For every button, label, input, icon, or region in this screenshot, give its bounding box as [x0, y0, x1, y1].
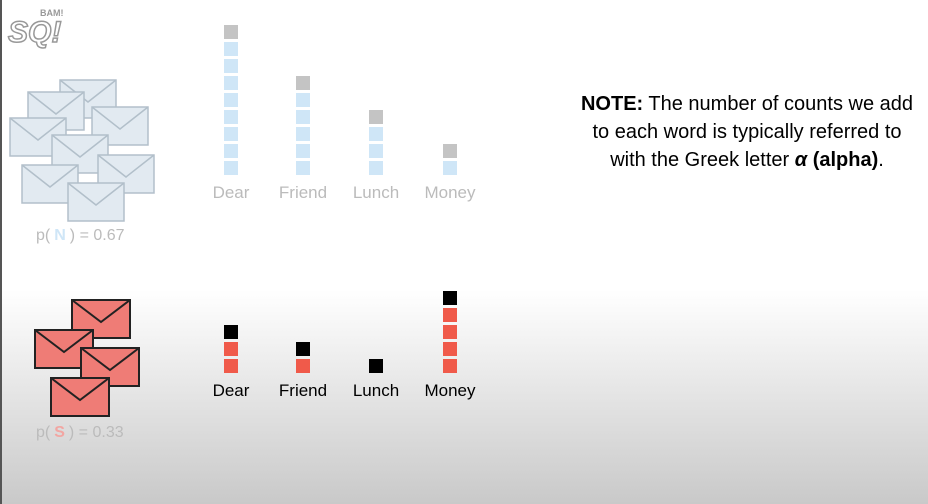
count-square	[369, 144, 383, 158]
count-square	[224, 161, 238, 175]
alpha-square	[369, 110, 383, 124]
count-square	[296, 359, 310, 373]
count-square	[224, 59, 238, 73]
note-text: The number of counts we add to each word…	[592, 93, 914, 171]
word-label: Friend	[279, 183, 327, 202]
word-label: Money	[424, 183, 476, 202]
word-label: Dear	[213, 381, 250, 400]
count-square	[443, 342, 457, 356]
prior-letter: N	[54, 227, 66, 244]
alpha-square	[443, 144, 457, 158]
note-symbol: α	[794, 149, 808, 171]
spam-envelopes	[34, 299, 140, 417]
alpha-square	[296, 76, 310, 90]
logo-badge: BAM!	[40, 8, 64, 18]
prior-prefix: p(	[36, 227, 51, 244]
count-square	[296, 93, 310, 107]
logo: SQ! BAM!	[7, 8, 64, 50]
count-square	[369, 127, 383, 141]
word-label: Dear	[213, 183, 250, 202]
note-end: .	[878, 149, 884, 171]
note: NOTE: The number of counts we add to eac…	[577, 90, 917, 174]
alpha-square	[296, 342, 310, 356]
note-symbol-name: (alpha)	[812, 149, 879, 171]
count-square	[296, 110, 310, 124]
count-square	[224, 342, 238, 356]
count-square	[443, 161, 457, 175]
alpha-square	[224, 325, 238, 339]
count-square	[224, 127, 238, 141]
word-label: Lunch	[353, 183, 399, 202]
count-square	[443, 359, 457, 373]
prior-prefix: p(	[36, 424, 51, 441]
count-square	[296, 161, 310, 175]
prior-label: p(N) = 0.67	[36, 227, 125, 244]
normal-envelopes	[9, 79, 155, 222]
count-square	[224, 76, 238, 90]
prior-letter: S	[54, 424, 65, 441]
count-square	[224, 110, 238, 124]
count-square	[224, 359, 238, 373]
note-label: NOTE:	[580, 93, 644, 115]
count-square	[224, 42, 238, 56]
alpha-square	[369, 359, 383, 373]
prior-suffix: ) = 0.67	[70, 227, 125, 244]
alpha-square	[224, 25, 238, 39]
prior-label: p(S) = 0.33	[36, 424, 124, 441]
logo-text: SQ!	[8, 16, 61, 49]
count-square	[296, 127, 310, 141]
word-label: Lunch	[353, 381, 399, 400]
count-square	[224, 93, 238, 107]
word-label: Money	[424, 381, 476, 400]
prior-suffix: ) = 0.33	[69, 424, 124, 441]
count-square	[443, 325, 457, 339]
count-square	[443, 308, 457, 322]
count-square	[369, 161, 383, 175]
count-square	[224, 144, 238, 158]
count-square	[296, 144, 310, 158]
alpha-square	[443, 291, 457, 305]
word-label: Friend	[279, 381, 327, 400]
